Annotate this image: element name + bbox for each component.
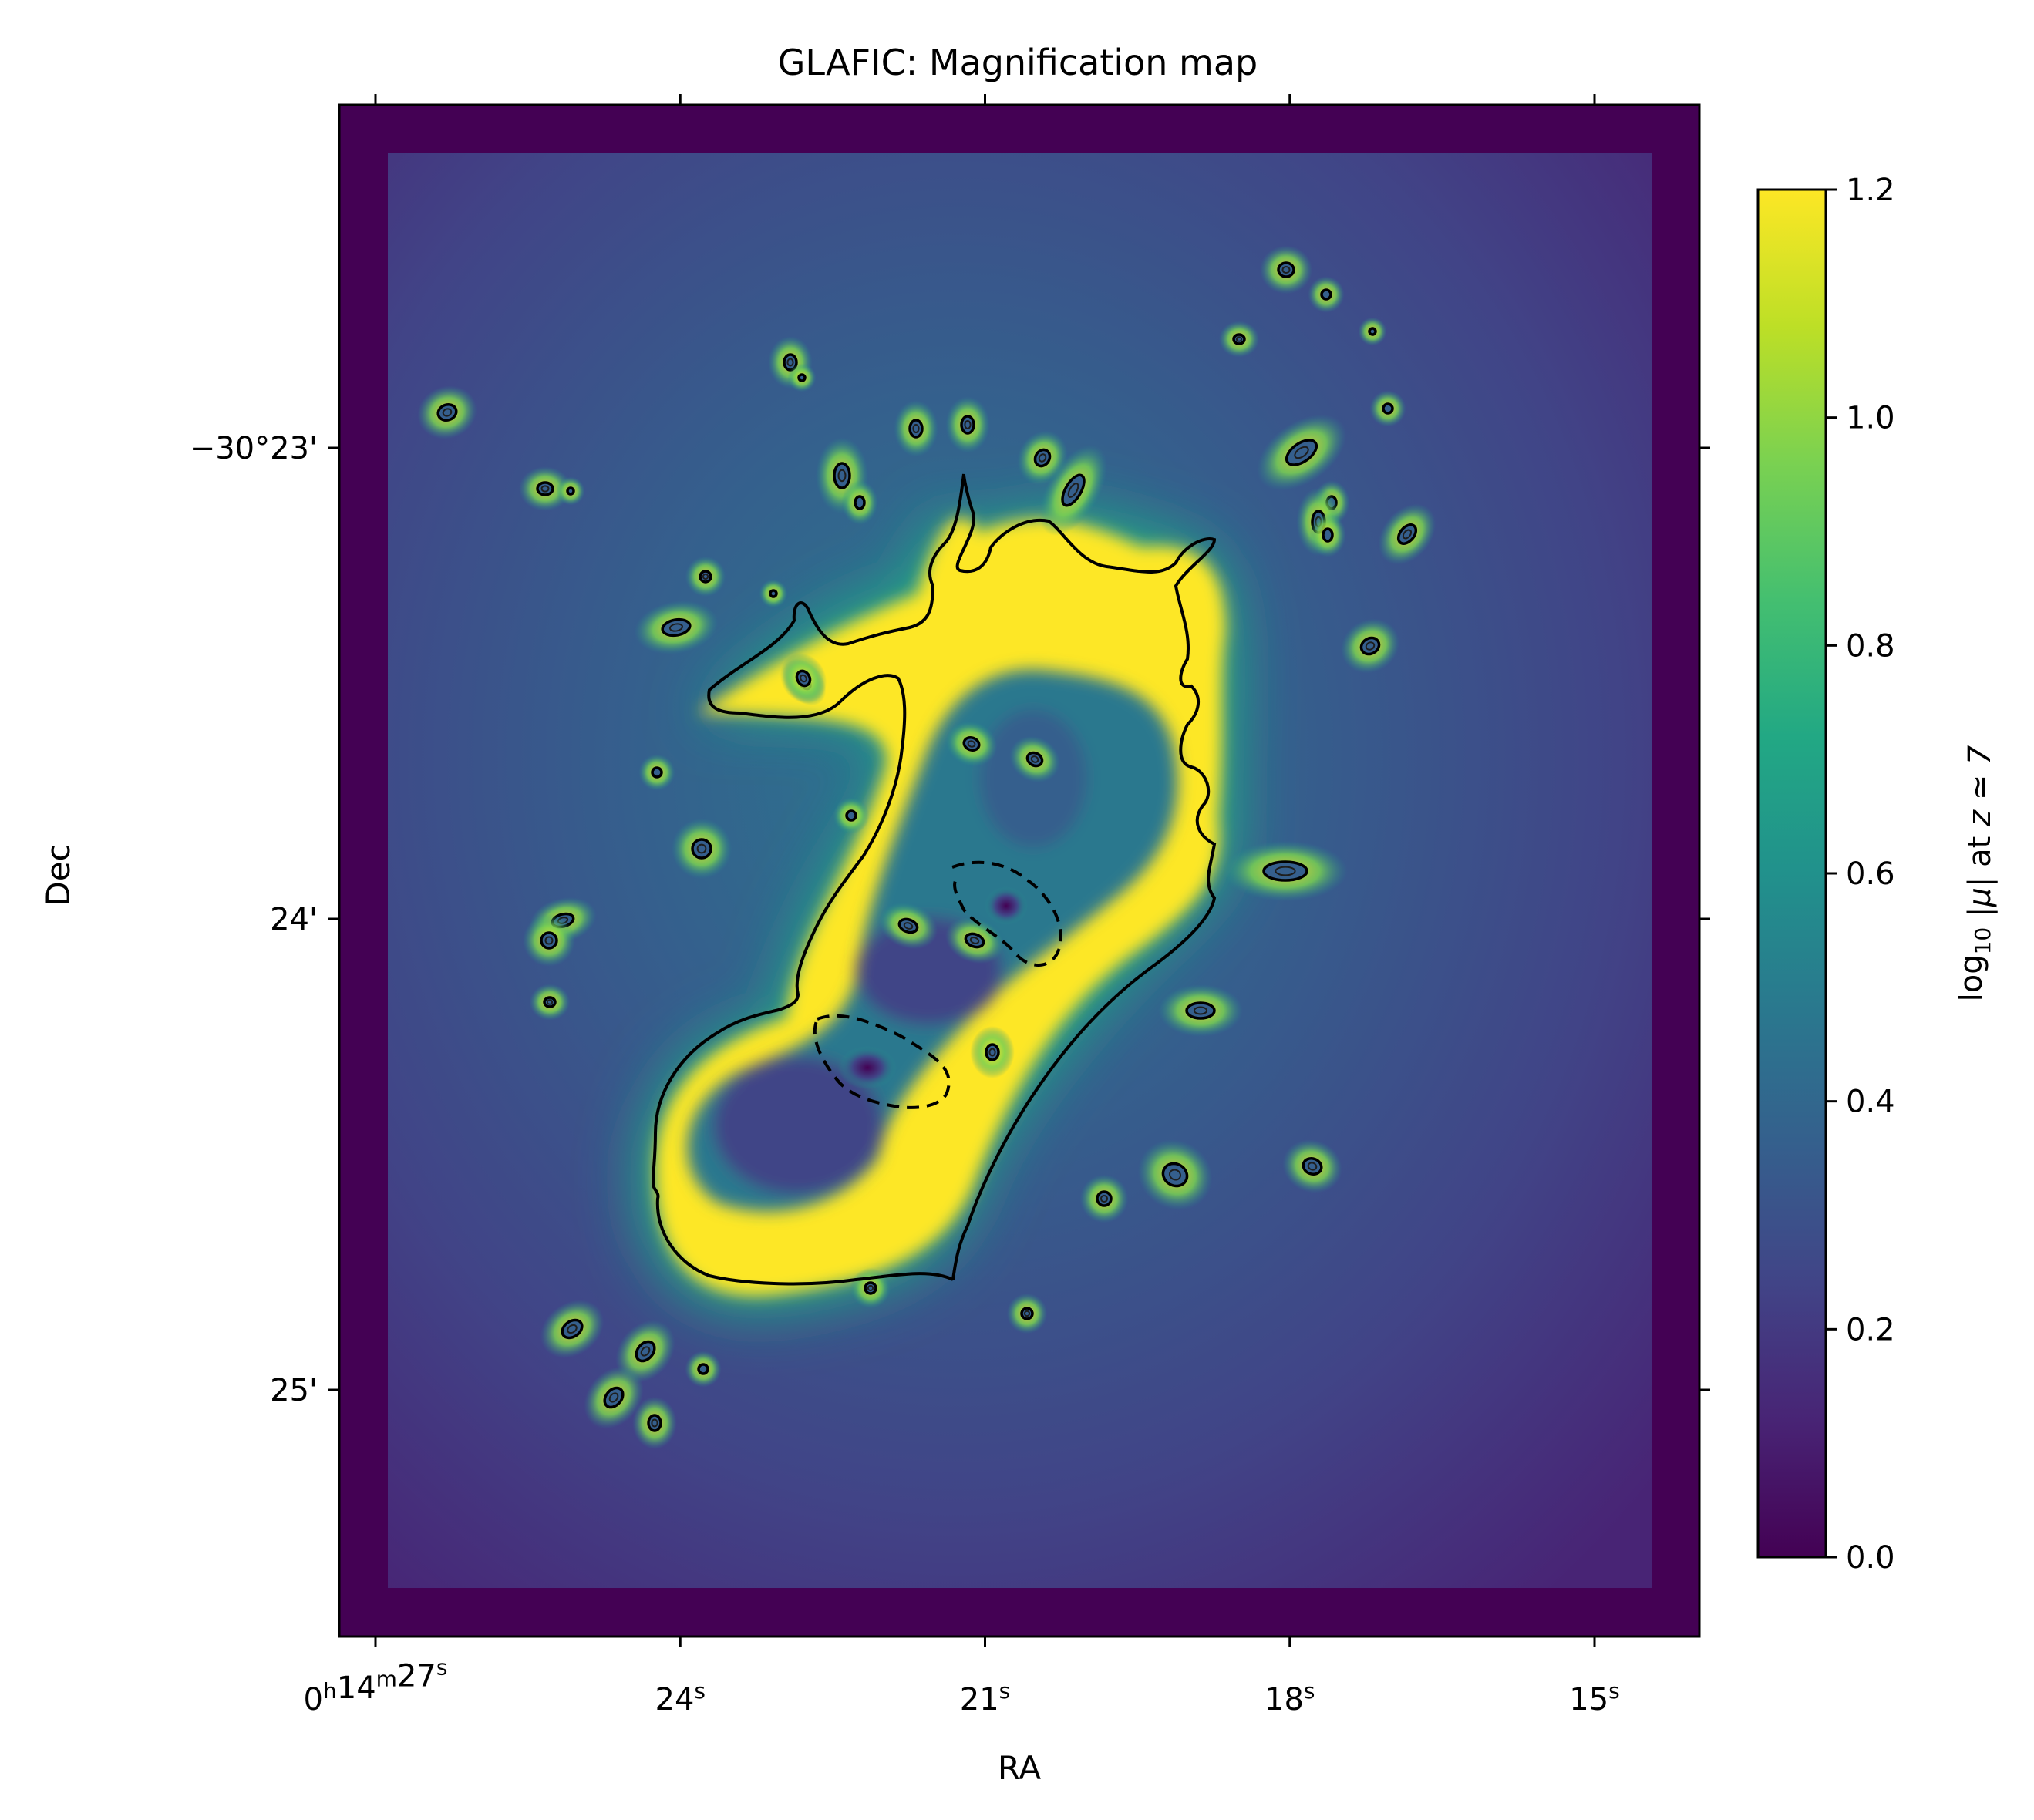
x-axis-label: RA [998, 1749, 1041, 1787]
cluster-galaxy-20 [634, 600, 719, 654]
cluster-galaxy-8 [1039, 445, 1107, 536]
cluster-galaxy-6 [945, 396, 990, 453]
cluster-galaxy-23 [638, 754, 675, 791]
cluster-galaxies [417, 245, 1436, 1449]
cluster-galaxy-48 [759, 579, 788, 608]
y-tick-label-2: 25' [270, 1373, 318, 1408]
cluster-galaxy-0 [417, 385, 477, 439]
cluster-galaxy-46 [780, 653, 827, 704]
critical-curve-main [652, 473, 1217, 1286]
cluster-galaxy-38 [1006, 1293, 1048, 1334]
colorbar-tick-label-5: 1.0 [1846, 401, 1895, 436]
cluster-galaxy-1 [1260, 245, 1312, 294]
cluster-galaxy-30 [1158, 984, 1243, 1037]
cluster-galaxy-18 [556, 476, 585, 506]
cluster-galaxy-10 [841, 480, 878, 525]
colorbar-label: log10 |μ| at z ≃ 7 [1954, 745, 1998, 1001]
cluster-galaxy-40 [615, 1320, 675, 1383]
y-tick-label-1: 24' [270, 902, 318, 937]
cluster-galaxy-26 [1223, 840, 1348, 902]
colorbar-tick-label-0: 0.0 [1846, 1540, 1895, 1576]
cluster-galaxy-24 [833, 797, 870, 834]
colorbar-tick-label-1: 0.2 [1846, 1312, 1895, 1347]
cluster-galaxy-5 [894, 400, 938, 457]
colorbar-tick-label-6: 1.2 [1846, 173, 1895, 208]
radial-hole-2 [838, 1046, 897, 1089]
cluster-galaxy-39 [540, 1300, 604, 1358]
cluster-galaxy-43 [632, 1397, 677, 1449]
colorbar: 0.0 0.2 0.4 0.6 0.8 1.0 1.2 log10 |μ| at z ≃ 7 [1756, 173, 1998, 1576]
x-tick-label-4: 15s [1569, 1678, 1620, 1717]
map-area: 0h14m27s 24s 21s 18s 15s −30°23' 24' 25' [190, 94, 1710, 1717]
cluster-galaxy-2 [1308, 276, 1345, 313]
cluster-galaxy-11 [1257, 414, 1346, 491]
colorbar-tick-label-3: 0.6 [1846, 856, 1895, 892]
map-frame [338, 103, 1701, 1638]
cluster-galaxy-42 [584, 1366, 644, 1429]
colorbar-gradient [1756, 188, 1827, 1559]
colorbar-tick-label-2: 0.4 [1846, 1085, 1895, 1120]
cluster-galaxy-3 [1218, 321, 1260, 358]
cluster-galaxy-44 [945, 721, 998, 767]
y-axis-label: Dec [39, 843, 77, 906]
y-tick-label-0: −30°23' [190, 431, 318, 466]
magnification-field [388, 153, 1652, 1588]
cluster-galaxy-35 [1137, 1139, 1213, 1210]
x-tick-label-1: 24s [655, 1678, 706, 1717]
cluster-galaxy-34 [1079, 1174, 1129, 1223]
critical-curve-inner-upper [951, 860, 1062, 967]
cluster-galaxy-41 [685, 1351, 722, 1388]
x-axis-ticks: 0h14m27s 24s 21s 18s 15s [304, 94, 1620, 1717]
cluster-galaxy-37 [850, 1267, 891, 1309]
cluster-galaxy-47 [787, 363, 817, 392]
cluster-galaxy-15 [1378, 503, 1436, 565]
cluster-galaxy-17 [519, 466, 571, 511]
chart-title: GLAFIC: Magnification map [778, 42, 1258, 83]
cluster-galaxy-49 [1358, 317, 1387, 346]
cluster-galaxy-33 [970, 1026, 1015, 1078]
x-tick-label-0: 0h14m27s [304, 1654, 448, 1717]
cluster-galaxy-25 [671, 818, 732, 880]
cluster-galaxy-16 [1369, 390, 1406, 427]
radial-hole-1 [985, 886, 1028, 925]
cluster-galaxy-36 [1282, 1139, 1342, 1193]
x-tick-label-3: 18s [1265, 1678, 1315, 1717]
colorbar-ticks: 0.0 0.2 0.4 0.6 0.8 1.0 1.2 [1826, 173, 1895, 1576]
cluster-galaxy-45 [1009, 735, 1060, 783]
cluster-galaxy-29 [529, 984, 571, 1021]
cluster-galaxy-21 [1341, 618, 1399, 674]
critical-curve-inner-lower [813, 1014, 951, 1109]
cluster-galaxy-28 [523, 914, 575, 967]
colorbar-tick-label-4: 0.8 [1846, 628, 1895, 664]
cluster-galaxy-14 [1309, 513, 1346, 557]
x-tick-label-2: 21s [960, 1678, 1011, 1717]
cluster-galaxy-32 [945, 917, 1005, 964]
cluster-galaxy-31 [878, 902, 938, 950]
cluster-galaxy-19 [685, 556, 726, 597]
y-axis-ticks: −30°23' 24' 25' [190, 431, 1710, 1408]
